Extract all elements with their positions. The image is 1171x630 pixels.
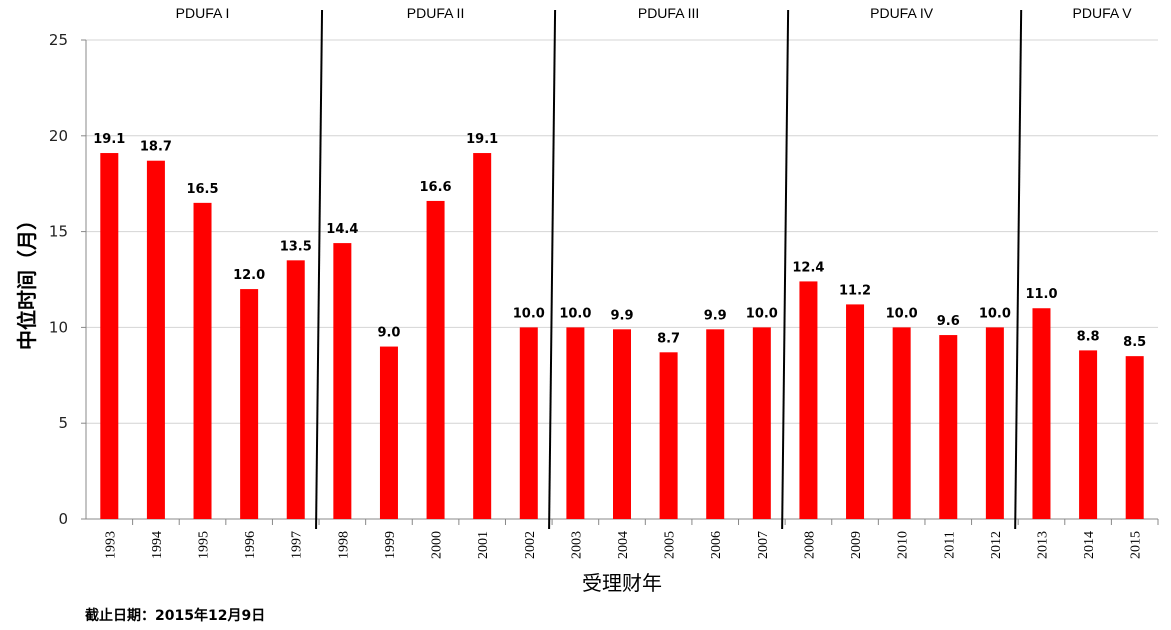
y-axis-title: 中位时间（月） <box>15 210 39 350</box>
data-label-2001: 19.1 <box>466 132 498 147</box>
bar-2014 <box>1079 350 1098 519</box>
bar-2008 <box>799 281 818 519</box>
period-label: PDUFA IV <box>870 5 934 21</box>
y-tick-label: 0 <box>58 510 68 528</box>
data-label-2011: 9.6 <box>937 314 960 329</box>
data-label-1995: 16.5 <box>186 182 218 197</box>
data-label-2010: 10.0 <box>886 306 918 321</box>
data-label-1999: 9.0 <box>377 326 400 341</box>
x-tick-label-2008: 2008 <box>802 531 817 559</box>
x-tick-label-2009: 2009 <box>849 531 864 559</box>
period-label: PDUFA II <box>407 5 465 21</box>
bar-2009 <box>846 304 865 519</box>
y-tick-label: 15 <box>49 223 68 241</box>
x-tick-label-1997: 1997 <box>290 531 305 559</box>
bar-2013 <box>1032 308 1051 519</box>
data-label-2013: 11.0 <box>1025 287 1057 302</box>
data-label-2015: 8.5 <box>1123 335 1146 350</box>
bar-1999 <box>379 346 398 519</box>
bar-1998 <box>333 243 352 519</box>
period-label: PDUFA I <box>176 5 230 21</box>
bar-1994 <box>146 160 165 519</box>
cutoff-date-note: 截止日期：2015年12月9日 <box>85 608 266 624</box>
x-tick-label-2011: 2011 <box>942 531 957 558</box>
y-tick-label: 10 <box>49 318 68 336</box>
bar-2000 <box>426 200 445 519</box>
x-tick-label-1995: 1995 <box>197 531 212 559</box>
x-tick-label-2005: 2005 <box>663 531 678 559</box>
bar-1995 <box>193 202 212 520</box>
data-label-2014: 8.8 <box>1077 329 1100 344</box>
data-label-1996: 12.0 <box>233 268 265 283</box>
bar-2005 <box>659 352 678 519</box>
data-label-1997: 13.5 <box>280 239 312 254</box>
y-tick-label: 25 <box>49 31 68 49</box>
x-tick-label-2000: 2000 <box>430 531 445 559</box>
bar-2010 <box>892 327 911 519</box>
period-label: PDUFA V <box>1073 5 1133 21</box>
bar-1996 <box>240 289 259 519</box>
bar-2001 <box>473 153 492 519</box>
data-label-2004: 9.9 <box>610 308 633 323</box>
x-tick-label-2012: 2012 <box>989 531 1004 559</box>
period-separator <box>781 9 790 530</box>
x-tick-label-1998: 1998 <box>336 531 351 559</box>
period-separator <box>315 9 324 530</box>
x-tick-label-1994: 1994 <box>150 531 165 559</box>
bar-2002 <box>519 327 538 519</box>
period-label: PDUFA III <box>638 5 699 21</box>
data-label-2002: 10.0 <box>513 306 545 321</box>
period-separator <box>1014 9 1023 530</box>
bar-1993 <box>100 153 119 519</box>
data-label-1993: 19.1 <box>93 132 125 147</box>
bar-2011 <box>939 335 958 519</box>
x-tick-label-2010: 2010 <box>896 531 911 559</box>
bar-2015 <box>1125 356 1144 519</box>
x-tick-label-2002: 2002 <box>523 531 538 559</box>
data-label-1994: 18.7 <box>140 140 172 155</box>
bar-2006 <box>706 329 725 519</box>
period-separator <box>548 9 557 530</box>
x-tick-label-2013: 2013 <box>1035 531 1050 559</box>
bar-2003 <box>566 327 585 519</box>
x-tick-label-2004: 2004 <box>616 531 631 559</box>
x-tick-label-2003: 2003 <box>569 531 584 559</box>
data-label-2005: 8.7 <box>657 331 680 346</box>
x-tick-label-1993: 1993 <box>103 531 118 559</box>
data-label-2000: 16.6 <box>420 180 452 195</box>
data-label-2009: 11.2 <box>839 283 871 298</box>
data-label-2007: 10.0 <box>746 306 778 321</box>
bar-1997 <box>286 260 305 519</box>
x-axis-title: 受理财年 <box>582 571 662 595</box>
data-label-2006: 9.9 <box>704 308 727 323</box>
bar-2004 <box>613 329 631 519</box>
x-tick-label-2001: 2001 <box>476 531 491 559</box>
data-label-1998: 14.4 <box>326 222 358 237</box>
x-tick-label-2014: 2014 <box>1082 531 1097 559</box>
y-tick-label: 20 <box>49 127 68 145</box>
data-label-2012: 10.0 <box>979 306 1011 321</box>
x-tick-label-1996: 1996 <box>243 531 258 559</box>
x-tick-label-2006: 2006 <box>709 531 724 559</box>
x-tick-label-1999: 1999 <box>383 531 398 559</box>
bar-2012 <box>985 327 1004 519</box>
bar-2007 <box>752 327 771 519</box>
x-tick-label-2007: 2007 <box>756 531 771 559</box>
y-tick-label: 5 <box>58 414 68 432</box>
data-label-2003: 10.0 <box>559 306 591 321</box>
x-tick-label-2015: 2015 <box>1129 531 1144 559</box>
data-label-2008: 12.4 <box>792 260 824 275</box>
